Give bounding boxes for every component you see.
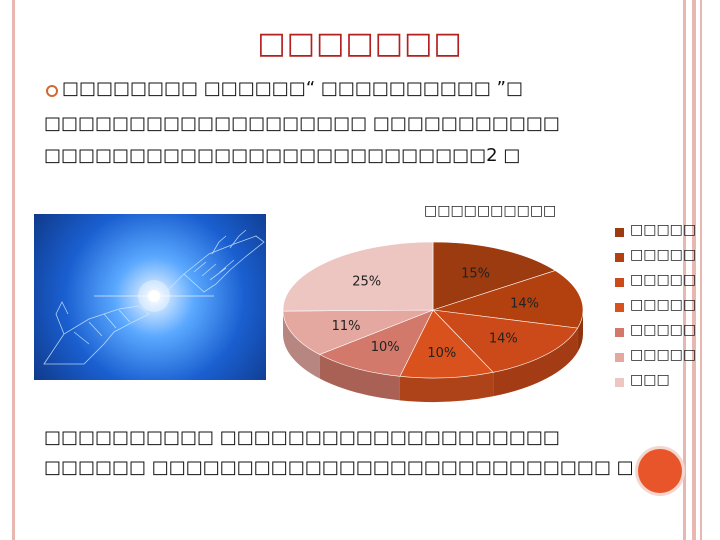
legend-label: □□□ — [630, 372, 670, 388]
right-frame-line — [700, 0, 702, 540]
footer-text-line-2: □□□□□□ □□□□□□□□□□□□□□□□□□□□□□□□□□□ □ — [44, 457, 634, 478]
pie-data-label: 15% — [461, 267, 490, 282]
pie-slice — [282, 309, 434, 355]
pie-data-label: 14% — [489, 332, 518, 347]
pie-data-label: 11% — [332, 319, 361, 334]
legend-swatch — [615, 278, 624, 287]
pie-slice-side — [399, 372, 494, 402]
pie-data-label: 10% — [427, 346, 456, 361]
robot-hand-photo — [34, 214, 266, 380]
pie-data-label: 10% — [371, 340, 400, 355]
right-frame-line — [692, 0, 696, 540]
pie-slice — [432, 241, 556, 311]
legend-label: □□□□□ — [630, 272, 697, 288]
bullet-icon — [46, 85, 58, 97]
legend-label: □□□□□ — [630, 322, 697, 338]
slide-title: □□□□□□□ — [257, 26, 463, 61]
right-frame-line — [683, 0, 686, 540]
pie-slice — [399, 309, 494, 379]
pie-slice — [432, 309, 579, 373]
pie-slice-side — [493, 328, 578, 397]
body-text-line-2: □□□□□□□□□□□□□□□□□□□ □□□□□□□□□□□ — [44, 113, 560, 134]
legend-label: □□□□□ — [630, 297, 697, 313]
legend-label: □□□□□ — [630, 222, 697, 238]
chart-title: □□□□□□□□□□ — [424, 203, 557, 219]
legend-swatch — [615, 303, 624, 312]
pie-slice — [432, 270, 584, 329]
pie-data-label: 14% — [510, 297, 539, 312]
legend-swatch — [615, 353, 624, 362]
legend-swatch — [615, 378, 624, 387]
pie-data-label: 25% — [352, 274, 381, 289]
decorative-circle — [638, 449, 682, 493]
left-frame-line — [12, 0, 15, 540]
pie-slice-side — [283, 311, 320, 379]
legend-label: □□□□□ — [630, 347, 697, 363]
body-text-line-3: □□□□□□□□□□□□□□□□□□□□□□□□□□2 □ — [44, 145, 521, 166]
legend-label: □□□□□ — [630, 247, 697, 263]
legend-swatch — [615, 253, 624, 262]
pie-slice-side — [319, 354, 400, 401]
pie-slice — [318, 309, 434, 377]
legend-swatch — [615, 228, 624, 237]
pie-slice — [282, 241, 434, 312]
legend-swatch — [615, 328, 624, 337]
pie-slice-side — [577, 310, 583, 353]
bullet-text-line-1: □□□□□□□□ □□□□□□“ □□□□□□□□□□ ”□ — [62, 78, 523, 99]
footer-text-line-1: □□□□□□□□□□ □□□□□□□□□□□□□□□□□□□□ — [44, 427, 560, 448]
